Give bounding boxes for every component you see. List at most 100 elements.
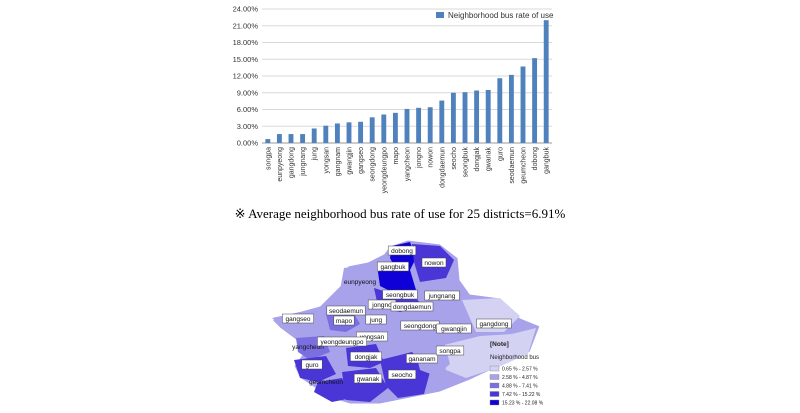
legend-swatch xyxy=(489,374,500,380)
x-tick-label: yongsan xyxy=(323,147,330,174)
map-label-yeongdeungpo: yeongdeungpo xyxy=(320,339,363,346)
map-label-dobong: dobong xyxy=(391,248,413,255)
legend-range-label: 0.65 % - 2.57 % xyxy=(502,367,538,373)
bar-yangcheon xyxy=(404,108,410,143)
map-label-seongbuk: seongbuk xyxy=(386,292,415,299)
x-tick-label: geumcheon xyxy=(521,147,528,184)
map-label-box xyxy=(435,345,465,356)
bar-seodaemun xyxy=(508,74,514,143)
map-label-gananam: gananam xyxy=(408,356,435,363)
map-label-box xyxy=(406,353,438,364)
bar-gwangjin xyxy=(346,122,352,143)
x-tick-label: gangseo xyxy=(358,147,365,174)
legend-swatch xyxy=(489,382,500,389)
map-label-yongsan: yongsan xyxy=(360,334,385,341)
map-label-box xyxy=(476,318,512,329)
x-tick-label: gangbuk xyxy=(544,147,551,174)
map-label-eunpyeong: eunpyeong xyxy=(344,279,377,286)
map-label-seodaemun: seodaemun xyxy=(329,308,363,315)
map-label-songpa: songpa xyxy=(439,348,461,355)
x-tick-label: songpa xyxy=(265,147,272,170)
map-label-box xyxy=(317,336,367,347)
district-songpa xyxy=(440,328,536,378)
map-label-box xyxy=(387,245,417,256)
bar-seongdong xyxy=(369,117,375,143)
y-axis-ticks: 0.00% 3.00% 6.00% 9.00% 12.00% 15.00% 18.00% 21… xyxy=(233,5,259,148)
map-label-box xyxy=(387,369,417,380)
bar-gangnam xyxy=(334,123,340,143)
legend-note: [Note] xyxy=(490,341,509,348)
map-label-mapo: mapo xyxy=(336,318,353,325)
map-label-box xyxy=(356,331,388,342)
x-tick-label: gwanak xyxy=(486,147,493,172)
map-label-jungnang: jungnang xyxy=(428,293,456,300)
map-label-gangbuk: gangbuk xyxy=(381,264,407,271)
map-label-seongdong: seongdong xyxy=(404,323,437,330)
district-geumcheon xyxy=(314,378,352,402)
bar-yongsan xyxy=(323,125,329,143)
x-tick-label: mapo xyxy=(393,147,400,165)
x-tick-label: seongbuk xyxy=(463,147,470,178)
x-tick-label: eunpyeong xyxy=(277,147,284,182)
map-label-guro: guro xyxy=(305,362,318,369)
bar-geumcheon xyxy=(520,66,526,143)
map-label-box xyxy=(377,261,409,272)
map-label-box xyxy=(326,305,366,316)
map-labels: dobong nowon gangbuk eunpyeong seongbuk jungn… xyxy=(282,245,512,386)
map-label-box xyxy=(333,315,355,326)
map-label-jongno: jongno xyxy=(371,302,392,309)
bar-seocho xyxy=(450,92,456,143)
bar-jungnang xyxy=(300,134,306,143)
bar-dobong xyxy=(532,58,538,144)
map-label-seocho: seocho xyxy=(392,372,413,379)
x-tick-label: nowon xyxy=(428,147,435,168)
map-label-dongdaemun: dongdaemun xyxy=(393,304,431,311)
map-label-box xyxy=(301,359,323,370)
bar-gwanak xyxy=(485,89,491,143)
x-tick-label: gwangjin xyxy=(347,147,354,175)
bar-guro xyxy=(497,78,503,143)
map-label-gwangjin: gwangjin xyxy=(441,326,467,333)
map-label-dongjak: dongjak xyxy=(355,354,379,361)
x-tick-label: dobong xyxy=(532,147,539,170)
x-tick-label: gangnam xyxy=(335,147,342,176)
y-tick-label: 21.00% xyxy=(233,21,259,30)
map-label-gangseo: gangseo xyxy=(286,316,311,323)
legend-range-label: 2.58 % - 4.87 % xyxy=(502,375,538,381)
bar-chart: 0.00% 3.00% 6.00% 9.00% 12.00% 15.00% 18.00% 21… xyxy=(233,5,554,194)
y-tick-label: 3.00% xyxy=(237,122,259,131)
y-tick-label: 24.00% xyxy=(233,5,259,14)
map-label-box xyxy=(365,314,387,325)
bar-nowon xyxy=(427,107,433,143)
map-label-box xyxy=(421,257,447,268)
y-tick-label: 12.00% xyxy=(233,72,259,81)
x-tick-label: yeongdeungpo xyxy=(381,147,388,193)
bar-eunpyeong xyxy=(276,134,282,143)
x-tick-label: jungnang xyxy=(300,147,307,177)
bar-gangdong xyxy=(288,134,294,143)
legend-swatch xyxy=(436,12,444,18)
legend-swatch xyxy=(489,365,500,372)
map-label-box xyxy=(390,301,434,312)
x-tick-label: seongdong xyxy=(370,147,377,182)
map-label-box xyxy=(424,290,460,301)
y-tick-label: 18.00% xyxy=(233,38,259,47)
gridlines xyxy=(262,8,552,144)
bar-jongno xyxy=(416,107,422,143)
y-tick-label: 9.00% xyxy=(237,88,259,97)
legend-title: Neighborhood bus xyxy=(490,355,539,361)
bar-gangbuk xyxy=(543,20,549,144)
bar-songpa xyxy=(265,139,271,143)
y-tick-label: 6.00% xyxy=(237,105,259,114)
x-tick-label: seodaemun xyxy=(509,147,516,184)
y-tick-label: 0.00% xyxy=(237,139,259,148)
x-tick-label: seocho xyxy=(451,147,458,170)
map-label-box xyxy=(350,351,382,362)
average-caption: ※ Average neighborhood bus rate of use f… xyxy=(234,206,566,221)
map-legend: [Note] Neighborhood bus 0.65 % - 2.57 % 2… xyxy=(489,341,544,407)
map-label-yangcheon: yangcheon xyxy=(292,344,324,351)
legend-swatch xyxy=(489,391,500,397)
legend-label: Neighborhood bus rate of use xyxy=(448,11,554,20)
x-tick-label: dongjak xyxy=(474,147,481,172)
